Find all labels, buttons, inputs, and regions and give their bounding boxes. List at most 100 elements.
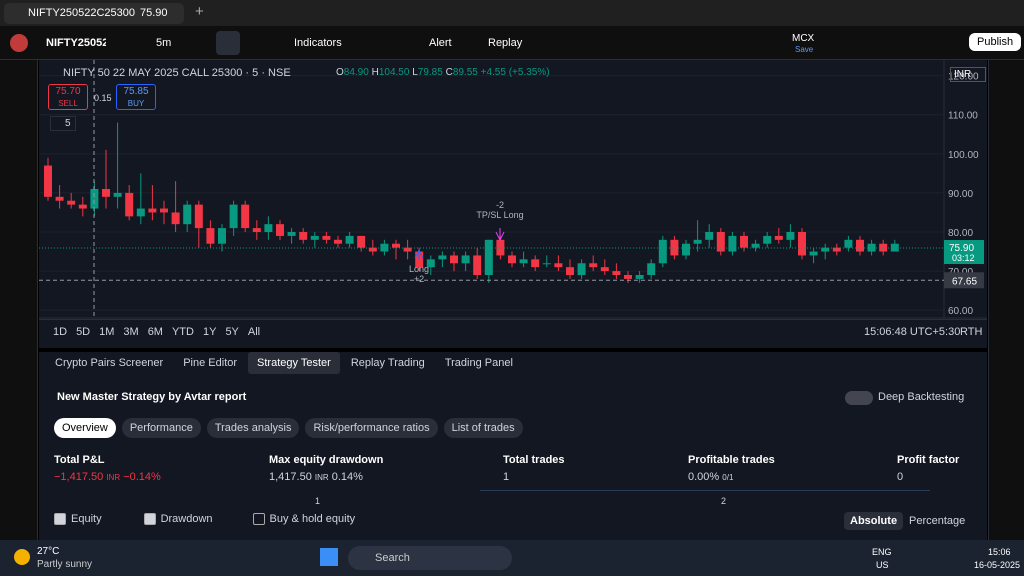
candle-body bbox=[624, 275, 632, 279]
candle-body bbox=[647, 263, 656, 275]
exit-arrow bbox=[495, 228, 505, 242]
range[interactable]: 1M bbox=[99, 326, 115, 338]
long-qty: +2 bbox=[414, 274, 424, 284]
y-tick-label: 80.00 bbox=[948, 228, 973, 239]
range[interactable]: YTD bbox=[171, 326, 194, 338]
checkbox[interactable] bbox=[252, 513, 265, 526]
candle-body bbox=[450, 255, 458, 264]
panel-tab[interactable]: Trading Panel bbox=[444, 357, 513, 369]
candle-body bbox=[229, 204, 238, 229]
candle-body bbox=[856, 239, 864, 252]
avatar[interactable] bbox=[10, 34, 28, 52]
search-box[interactable] bbox=[348, 546, 512, 570]
candle-body bbox=[183, 204, 192, 225]
strategy-button[interactable]: Overview bbox=[54, 418, 116, 438]
candle-body bbox=[357, 235, 366, 248]
new-tab[interactable]: + bbox=[195, 3, 204, 20]
mode-absolute[interactable]: Absolute bbox=[844, 512, 904, 530]
save[interactable]: Save bbox=[795, 45, 814, 54]
candle-body bbox=[148, 208, 157, 213]
candle-body bbox=[113, 192, 122, 197]
candle-body bbox=[798, 232, 806, 256]
strategy-button[interactable]: Performance bbox=[121, 418, 201, 438]
long-label: Long bbox=[409, 264, 429, 274]
candle-body bbox=[241, 204, 250, 229]
sell-button[interactable]: 75.70 SELL bbox=[48, 84, 88, 110]
checkbox[interactable] bbox=[54, 513, 66, 526]
tab[interactable] bbox=[4, 3, 184, 24]
publish[interactable]: Publish bbox=[969, 33, 1022, 51]
strategy-button[interactable]: List of trades bbox=[443, 418, 523, 438]
taskbar bbox=[0, 540, 1024, 576]
alert[interactable]: Alert bbox=[429, 37, 452, 49]
candle-body bbox=[670, 239, 679, 256]
buy-price: 75.85 bbox=[123, 86, 149, 97]
candle-body bbox=[600, 267, 609, 272]
left-toolbar bbox=[0, 60, 38, 540]
chart-style[interactable] bbox=[216, 31, 240, 55]
candle-body bbox=[345, 235, 354, 244]
range[interactable]: 1D bbox=[53, 326, 68, 338]
buy-button[interactable]: 75.85 BUY bbox=[116, 84, 156, 110]
strategy-button[interactable]: Trades analysis bbox=[206, 418, 300, 438]
toolbar-symbol[interactable]: NIFTY250522C25300 bbox=[46, 37, 106, 49]
replay[interactable]: Replay bbox=[488, 37, 523, 49]
check-label: Equity bbox=[71, 513, 102, 526]
deep-backtesting: Deep Backtesting bbox=[878, 391, 965, 403]
start[interactable] bbox=[320, 548, 338, 566]
range[interactable]: 5Y bbox=[225, 326, 239, 338]
toolbar bbox=[0, 26, 1024, 60]
checks: Equity Drawdown Buy & hold equity bbox=[54, 513, 395, 526]
session[interactable]: RTH bbox=[960, 326, 983, 338]
panel-tab[interactable]: Crypto Pairs Screener bbox=[55, 357, 164, 369]
strategy-button[interactable]: Risk/performance ratios bbox=[305, 418, 438, 438]
candle-body bbox=[67, 200, 76, 205]
candle-body bbox=[763, 235, 772, 244]
candle-body bbox=[194, 204, 203, 229]
o-key: O bbox=[336, 67, 344, 78]
panel-tab[interactable]: Pine Editor bbox=[183, 357, 238, 369]
crosshair-price: 67.65 bbox=[952, 276, 977, 287]
candle-body bbox=[136, 208, 145, 217]
pnl: −1,417.50 INR −0.14% bbox=[54, 471, 161, 483]
candle-body bbox=[658, 239, 667, 264]
candle-body bbox=[740, 235, 748, 248]
candle-body bbox=[519, 259, 528, 264]
candle-body bbox=[577, 263, 586, 275]
buy-label: BUY bbox=[127, 99, 145, 108]
panel-tab[interactable]: Replay Trading bbox=[350, 357, 425, 369]
exit-label: TP/SL Long bbox=[476, 210, 523, 220]
candle-body bbox=[682, 243, 690, 256]
panel-tab[interactable]: Strategy Tester bbox=[248, 352, 340, 374]
range[interactable]: 6M bbox=[147, 326, 163, 338]
toggle[interactable] bbox=[845, 391, 873, 405]
currency[interactable]: INR bbox=[950, 67, 987, 82]
candle-body bbox=[392, 243, 400, 248]
candle-body bbox=[322, 235, 331, 240]
candle-body bbox=[78, 204, 87, 209]
h-key: H bbox=[371, 67, 379, 78]
indicators[interactable]: Indicators bbox=[294, 37, 342, 49]
candle-body bbox=[821, 247, 830, 252]
dd-unit: INR bbox=[314, 473, 329, 482]
candle-body bbox=[426, 259, 435, 268]
c-key: C bbox=[445, 67, 453, 78]
panel-tabs: Crypto Pairs Screener Pine Editor Strategy… bbox=[46, 352, 524, 376]
strategy-name[interactable]: New Master Strategy by Avtar report bbox=[57, 391, 247, 403]
mode-percentage[interactable]: Percentage bbox=[909, 515, 966, 527]
checkbox[interactable] bbox=[143, 513, 156, 526]
range[interactable]: 5D bbox=[76, 326, 91, 338]
high: 104.50 bbox=[378, 67, 410, 78]
open: 84.90 bbox=[343, 67, 369, 78]
sell-label: SELL bbox=[58, 99, 78, 108]
range[interactable]: 1Y bbox=[202, 326, 217, 338]
change: +4.55 (+5.35%) bbox=[480, 67, 550, 78]
candle-body bbox=[55, 196, 64, 201]
y-tick-label: 60.00 bbox=[948, 306, 973, 317]
interval[interactable]: 5m bbox=[156, 37, 172, 49]
l-key: L bbox=[412, 67, 418, 78]
candle-body bbox=[612, 271, 621, 275]
range[interactable]: All bbox=[247, 326, 261, 338]
range[interactable]: 3M bbox=[123, 326, 139, 338]
quantity[interactable]: 5 bbox=[50, 116, 76, 131]
